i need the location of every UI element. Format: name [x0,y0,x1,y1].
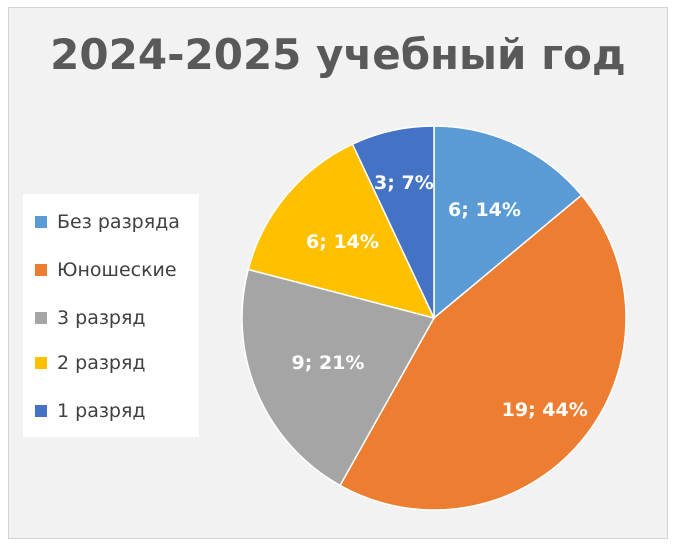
legend-item: 1 разряд [35,399,146,423]
pie-slice [247,143,436,320]
legend-swatch [35,312,47,324]
pie-data-label: 6; 14% [448,199,521,221]
legend-item: Без разряда [35,210,180,234]
pie-data-label: 19; 44% [502,399,588,421]
legend-label: Юношеские [57,259,177,281]
pie-data-label: 9; 21% [292,352,365,374]
pie-slice [339,194,627,511]
pie-slices [241,125,627,511]
legend-label: 3 разряд [57,307,146,329]
legend-swatch [35,357,47,369]
pie-data-labels: 6; 14% 19; 44% 9; 21% 6; 14% 3; 7% [292,172,588,421]
legend-label: 1 разряд [57,400,146,422]
legend-swatch [35,405,47,417]
pie-slice [241,268,436,487]
legend-label: Без разряда [57,211,180,233]
legend-item: 2 разряд [35,351,146,375]
chart-legend: Без разряда Юношеские 3 разряд 2 разряд 1 ра… [23,194,199,437]
pie-slice [351,125,435,319]
chart-title: 2024-2025 учебный год [50,30,626,79]
legend-label: 2 разряд [57,352,146,374]
legend-item: 3 разряд [35,306,146,330]
pie-data-label: 3; 7% [374,172,434,194]
legend-swatch [35,264,47,276]
legend-swatch [35,216,47,228]
pie-data-label: 6; 14% [306,231,379,253]
legend-item: Юношеские [35,258,177,282]
pie-slice [433,125,583,320]
